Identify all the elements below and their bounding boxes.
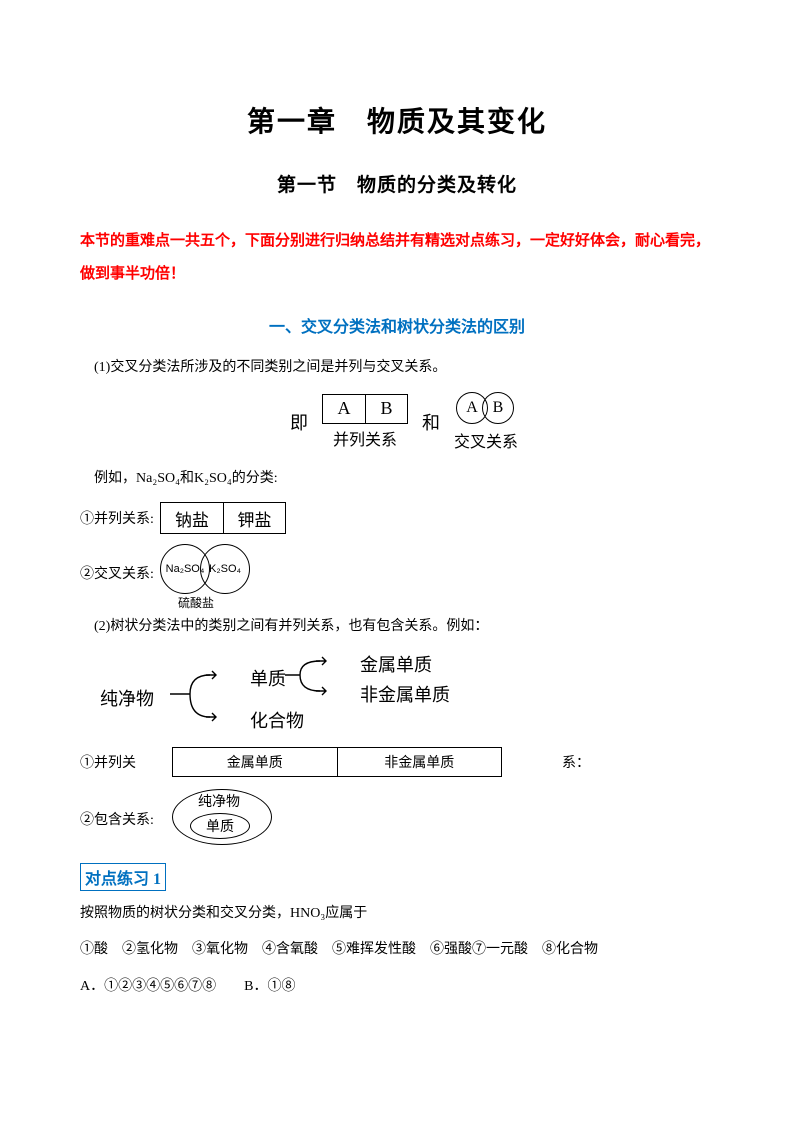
question-stem: 按照物质的树状分类和交叉分类，HNO₃应属于 <box>80 901 714 928</box>
salt-prefix: ①并列关系: <box>80 508 160 528</box>
tree-leaf-2: 非金属单质 <box>360 681 450 707</box>
row3-suffix: 系： <box>562 752 590 772</box>
paragraph-1: (1)交叉分类法所涉及的不同类别之间是并列与交叉关系。 <box>80 355 714 382</box>
venn2-prefix: ②交叉关系: <box>80 563 160 583</box>
row3-table: 金属单质 非金属单质 <box>172 747 502 777</box>
ab-caption: 并列关系 <box>333 426 397 450</box>
tree-root: 纯净物 <box>100 685 154 711</box>
venn-circle-b: B <box>482 392 514 424</box>
question-answers: A．①②③④⑤⑥⑦⑧ B．①⑧ <box>80 974 714 1001</box>
venn-caption: 交叉关系 <box>454 428 518 452</box>
label-ji: 即 <box>290 409 308 435</box>
ab-cell-b: B <box>365 395 407 423</box>
row3-cell-1: 金属单质 <box>173 748 337 776</box>
venn-cross-row: ②交叉关系: Na₂SO₄ K₂SO₄ 硫酸盐 <box>80 544 714 602</box>
ab-table: A B <box>322 394 408 424</box>
venn2-under: 硫酸盐 <box>178 594 214 611</box>
tree-node-2: 化合物 <box>250 707 304 733</box>
intro-paragraph: 本节的重难点一共五个，下面分别进行归纳总结并有精选对点练习，一定好好体会，耐心看… <box>80 225 714 291</box>
salt-cell-2: 钾盐 <box>223 503 285 533</box>
nested-ellipse: 纯净物 单质 <box>172 789 282 849</box>
nested-ellipse-row: ②包含关系: 纯净物 单质 <box>80 789 714 849</box>
salt-cell-1: 钠盐 <box>161 503 223 533</box>
row3-cell-2: 非金属单质 <box>337 748 502 776</box>
label-he: 和 <box>422 409 440 435</box>
outer-label: 纯净物 <box>198 791 240 811</box>
paragraph-example: 例如，Na₂SO₄和K₂SO₄的分类: <box>80 466 714 493</box>
venn2-diagram: Na₂SO₄ K₂SO₄ 硫酸盐 <box>160 544 268 602</box>
subheading-1: 一、交叉分类法和树状分类法的区别 <box>80 313 714 337</box>
nest-prefix: ②包含关系: <box>80 809 172 829</box>
salt-parallel-row: ①并列关系: 钠盐 钾盐 <box>80 502 714 534</box>
tree-leaf-1: 金属单质 <box>360 651 432 677</box>
paragraph-2: (2)树状分类法中的类别之间有并列关系，也有包含关系。例如： <box>80 614 714 641</box>
venn-small: A B <box>456 392 516 426</box>
ab-table-group: A B 并列关系 <box>322 394 408 450</box>
venn-small-group: A B 交叉关系 <box>454 392 518 452</box>
parallel-table-row: ①并列关 金属单质 非金属单质 系： <box>80 747 714 777</box>
venn2-right: K₂SO₄ <box>200 544 250 594</box>
tree-diagram: 纯净物 单质 化合物 金属单质 非金属单质 <box>100 651 714 737</box>
section-title: 第一节 物质的分类及转化 <box>80 170 714 197</box>
inner-ellipse: 单质 <box>190 813 250 839</box>
tree-node-1: 单质 <box>250 665 286 691</box>
row3-prefix: ①并列关 <box>80 752 172 772</box>
chapter-title: 第一章 物质及其变化 <box>80 100 714 140</box>
salt-table: 钠盐 钾盐 <box>160 502 286 534</box>
practice-heading: 对点练习 1 <box>80 863 166 891</box>
ab-cell-a: A <box>323 395 365 423</box>
diagram-parallel-cross: 即 A B 并列关系 和 A B 交叉关系 <box>290 392 714 452</box>
question-options: ①酸 ②氢化物 ③氧化物 ④含氧酸 ⑤难挥发性酸 ⑥强酸⑦一元酸 ⑧化合物 <box>80 937 714 964</box>
